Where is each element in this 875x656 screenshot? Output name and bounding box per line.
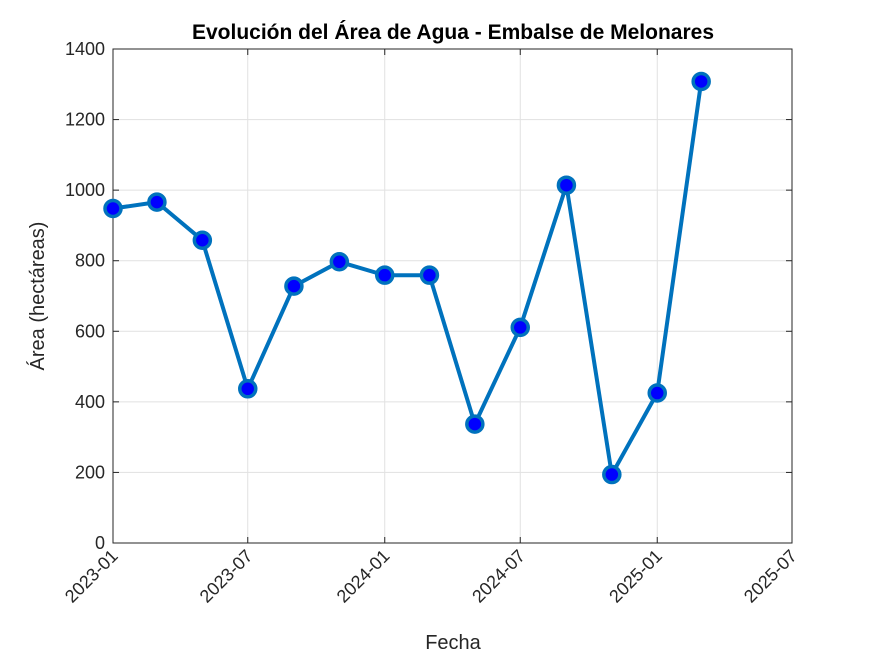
y-tick-label: 0	[95, 533, 105, 553]
y-tick-label: 800	[75, 251, 105, 271]
data-point	[147, 192, 167, 212]
data-point	[556, 175, 577, 195]
data-point	[419, 265, 440, 285]
y-axis-label: Área (hectáreas)	[26, 222, 49, 371]
data-point	[647, 383, 667, 403]
data-point	[374, 265, 395, 285]
y-tick-label: 400	[75, 392, 105, 412]
data-point	[602, 464, 622, 485]
data-point	[192, 230, 213, 250]
data-point	[510, 317, 531, 338]
data-point	[465, 414, 485, 434]
data-point	[329, 252, 350, 272]
data-point	[284, 276, 304, 296]
series	[103, 71, 711, 485]
y-tick-label: 200	[75, 462, 105, 482]
y-tick-label: 1200	[65, 110, 105, 130]
y-tick-label: 600	[75, 321, 105, 341]
x-axis-label: Fecha	[425, 632, 481, 654]
data-point	[691, 71, 711, 92]
data-point	[238, 379, 258, 399]
axes-box	[112, 48, 793, 544]
data-point	[103, 198, 123, 219]
y-tick-label: 1000	[65, 180, 105, 200]
plot-area	[113, 49, 792, 543]
chart-title: Evolución del Área de Agua - Embalse de …	[192, 21, 714, 44]
series-line	[111, 79, 704, 477]
y-tick-label: 1400	[65, 39, 105, 59]
